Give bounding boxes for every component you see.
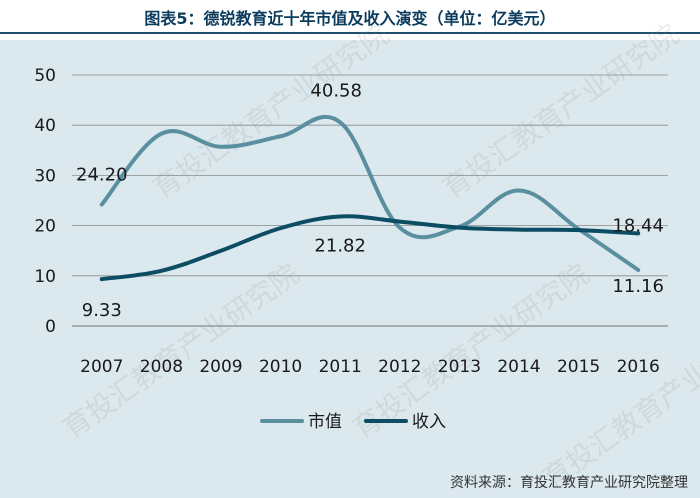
x-tick-label: 2016 — [617, 357, 660, 377]
title-divider — [0, 32, 700, 34]
y-tick-label: 20 — [34, 217, 56, 237]
x-tick-label: 2015 — [557, 357, 600, 377]
y-tick-label: 50 — [34, 66, 56, 86]
series-lines — [99, 114, 641, 282]
x-tick-label: 2011 — [319, 357, 362, 377]
source-note: 资料来源：育投汇教育产业研究院整理 — [450, 475, 688, 491]
data-label: 40.58 — [310, 80, 362, 101]
legend: 市值 收入 — [260, 412, 446, 432]
legend-label-1: 市值 — [308, 412, 342, 432]
data-label: 11.16 — [612, 276, 664, 297]
data-label: 18.44 — [612, 215, 664, 236]
x-tick-label: 2013 — [438, 357, 481, 377]
grid-lines — [72, 74, 668, 327]
y-tick-label: 40 — [34, 116, 56, 136]
chart-panel — [0, 40, 700, 498]
x-tick-label: 2010 — [259, 357, 302, 377]
data-label: 24.20 — [76, 165, 128, 186]
data-label: 9.33 — [82, 300, 122, 321]
x-tick-label: 2007 — [80, 357, 123, 377]
series-line-1 — [99, 114, 641, 272]
x-tick-label: 2014 — [497, 357, 540, 377]
data-label: 21.82 — [314, 235, 366, 256]
y-axis-ticks: 0 10 20 30 40 50 — [34, 66, 56, 337]
x-axis-ticks: 2007 2008 2009 2010 2011 2012 2013 2014 2015 2016 — [80, 357, 660, 377]
x-tick-label: 2009 — [199, 357, 242, 377]
data-labels: 24.20 40.58 11.16 9.33 21.82 18.44 — [76, 80, 664, 321]
y-tick-label: 10 — [34, 267, 56, 287]
chart-title: 图表5：德锐教育近十年市值及收入演变（单位：亿美元） — [144, 9, 556, 28]
series-line-2 — [99, 214, 641, 282]
x-tick-label: 2008 — [140, 357, 183, 377]
legend-label-2: 收入 — [412, 412, 446, 432]
y-tick-label: 0 — [45, 317, 56, 337]
x-tick-label: 2012 — [378, 357, 421, 377]
y-tick-label: 30 — [34, 166, 56, 186]
